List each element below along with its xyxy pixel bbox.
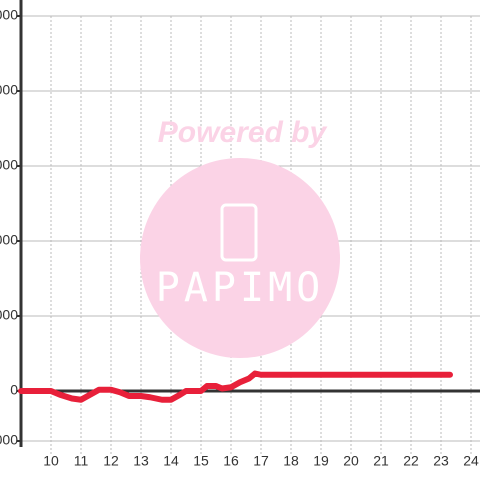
x-tick-label: 12 — [103, 453, 119, 469]
y-tick-label: 90,000 — [0, 157, 18, 173]
data-line — [18, 370, 453, 403]
watermark: Powered by PAPIMO — [140, 116, 340, 358]
x-tick-label: 17 — [253, 453, 269, 469]
watermark-circle — [140, 158, 340, 358]
y-tick-label: 150,000 — [0, 7, 18, 23]
watermark-text: Powered by — [158, 116, 328, 149]
x-tick-label: 23 — [433, 453, 449, 469]
watermark-logo: PAPIMO — [156, 265, 325, 311]
watermark-icon — [220, 203, 258, 262]
y-tick-label: 0 — [10, 382, 18, 398]
x-tick-label: 24 — [463, 453, 479, 469]
x-tick-label: 11 — [74, 453, 89, 469]
y-tick-label: -20,000 — [0, 432, 18, 448]
x-tick-label: 10 — [43, 453, 59, 469]
x-tick-label: 22 — [403, 453, 419, 469]
x-tick-label: 13 — [133, 453, 149, 469]
y-tick-label: 60,000 — [0, 232, 18, 248]
y-tick-label: 120,000 — [0, 82, 18, 98]
x-tick-label: 16 — [223, 453, 239, 469]
x-tick-label: 21 — [373, 453, 389, 469]
x-tick-label: 20 — [343, 453, 359, 469]
x-tick-label: 19 — [313, 453, 329, 469]
y-tick-label: 30,000 — [0, 307, 18, 323]
x-tick-label: 15 — [193, 453, 209, 469]
x-tick-label: 14 — [163, 453, 179, 469]
x-tick-label: 18 — [283, 453, 299, 469]
